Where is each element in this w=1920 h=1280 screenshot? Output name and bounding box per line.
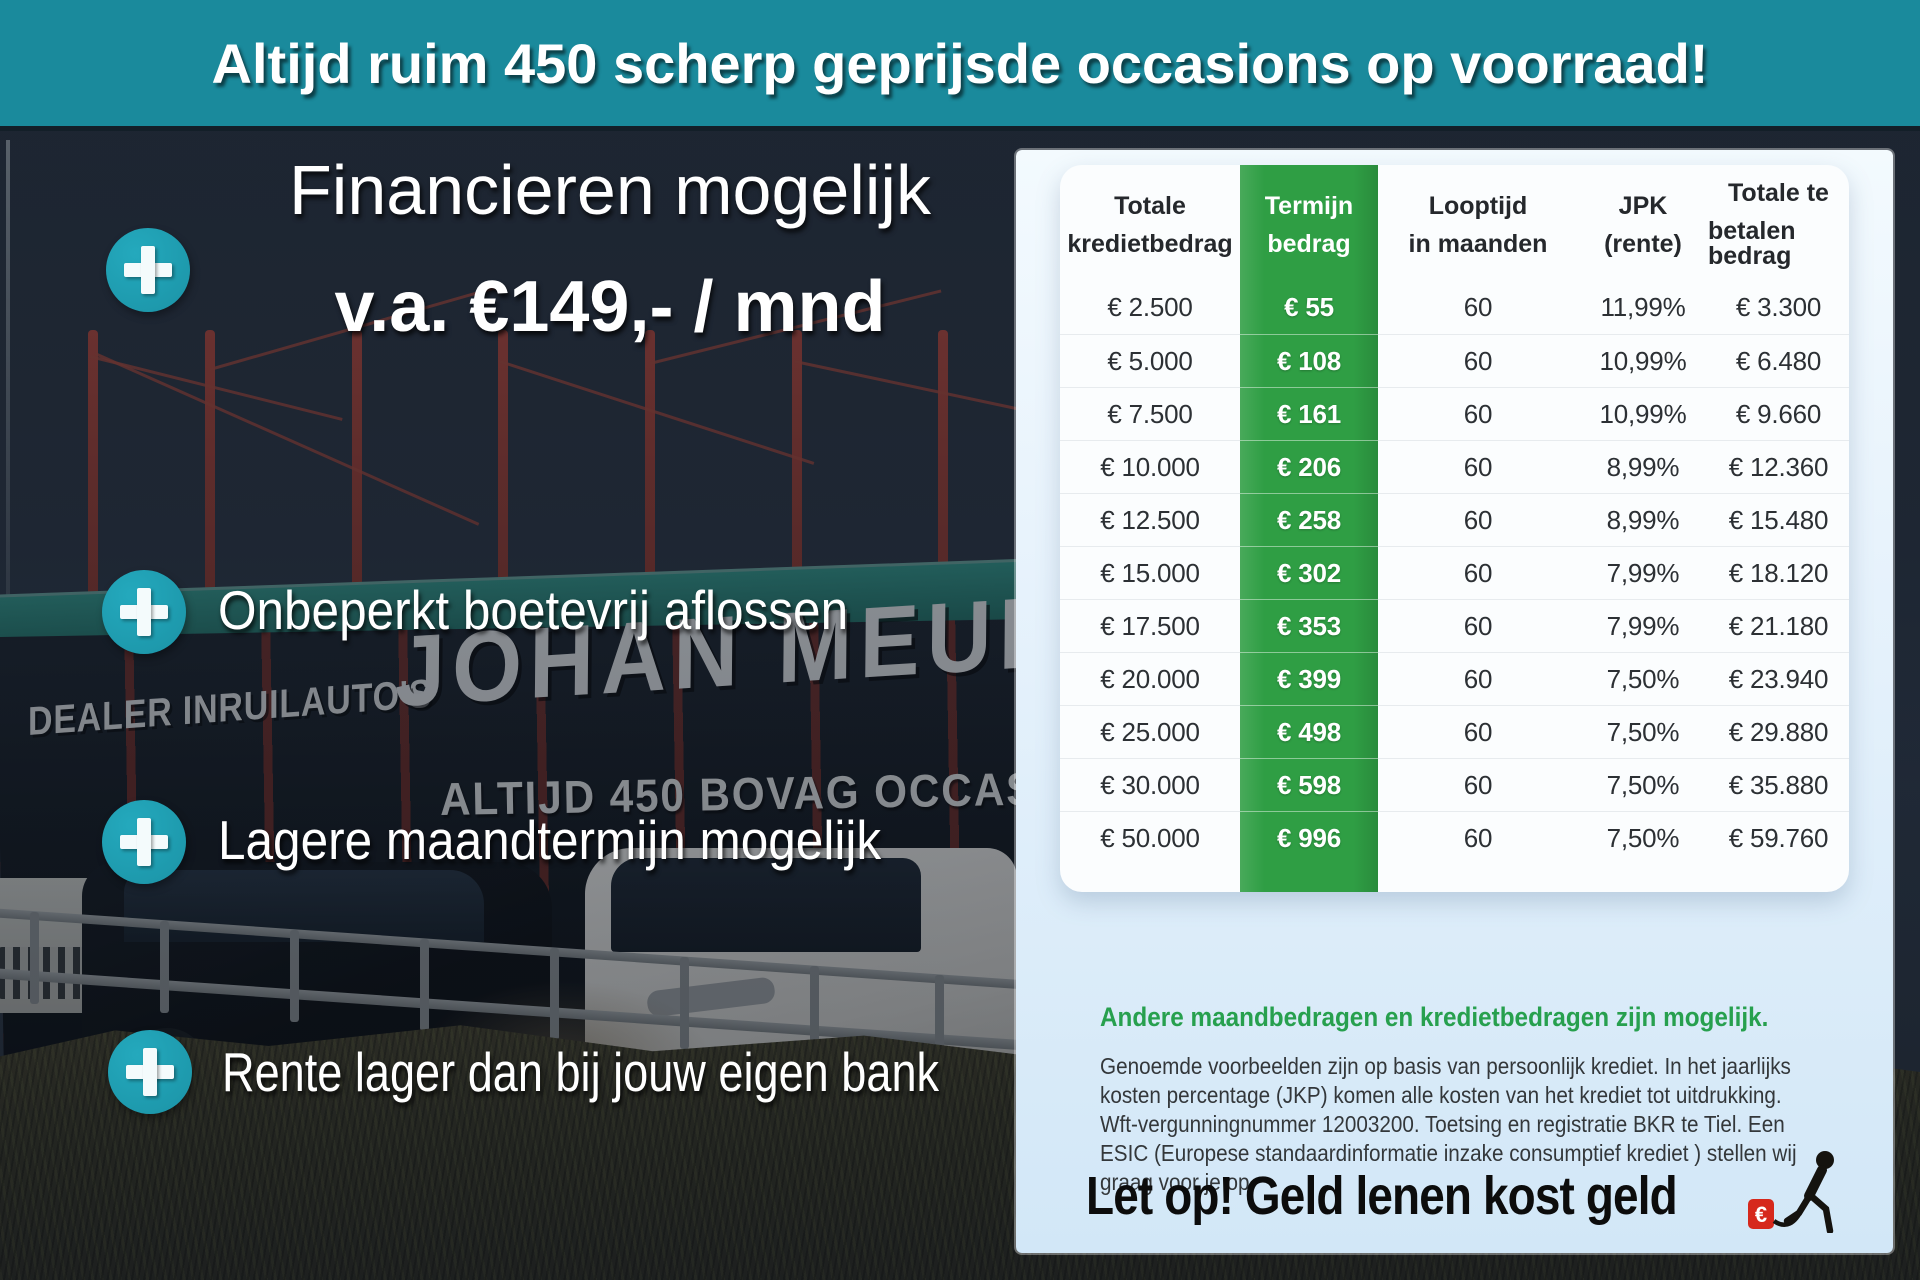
table-cell: € 25.000	[1060, 705, 1240, 758]
table-cell: 60	[1378, 652, 1578, 705]
warning-text: Let op! Geld lenen kost geld	[1086, 1166, 1678, 1226]
table-cell: € 15.480	[1708, 493, 1849, 546]
table-cell: € 302	[1240, 546, 1378, 599]
table-cell: 8,99%	[1578, 440, 1708, 493]
top-banner: Altijd ruim 450 scherp geprijsde occasio…	[0, 0, 1920, 126]
table-cell: 10,99%	[1578, 334, 1708, 387]
column-header: Totale kredietbedrag	[1067, 191, 1233, 258]
table-cell: € 15.000	[1060, 546, 1240, 599]
plus-icon	[102, 570, 186, 654]
table-cell: € 9.660	[1708, 387, 1849, 440]
table-cell: € 50.000	[1060, 811, 1240, 864]
table-row: € 20.000 € 399 60 7,50% € 23.940	[1060, 652, 1849, 705]
table-cell: 7,99%	[1578, 546, 1708, 599]
table-cell: 60	[1378, 758, 1578, 811]
table-row: € 5.000 € 108 60 10,99% € 6.480	[1060, 334, 1849, 387]
table-cell: 7,50%	[1578, 758, 1708, 811]
banner-text: Altijd ruim 450 scherp geprijsde occasio…	[211, 31, 1709, 95]
table-cell: 10,99%	[1578, 387, 1708, 440]
table-cell: 60	[1378, 440, 1578, 493]
table-cell: € 206	[1240, 440, 1378, 493]
column-header: JPK (rente)	[1604, 191, 1682, 258]
table-row: € 10.000 € 206 60 8,99% € 12.360	[1060, 440, 1849, 493]
disclaimer-text: Genoemde voorbeelden zijn op basis van p…	[1100, 1053, 1797, 1195]
table-cell: € 21.180	[1708, 599, 1849, 652]
plus-icon	[108, 1030, 192, 1114]
table-row: € 2.500 € 55 60 11,99% € 3.300	[1060, 281, 1849, 334]
table-cell: € 3.300	[1735, 292, 1822, 322]
table-cell: € 10.000	[1060, 440, 1240, 493]
table-cell: € 6.480	[1708, 334, 1849, 387]
table-cell: € 35.880	[1708, 758, 1849, 811]
table-row: € 17.500 € 353 60 7,99% € 21.180	[1060, 599, 1849, 652]
table-row: € 12.500 € 258 60 8,99% € 15.480	[1060, 493, 1849, 546]
svg-text:€: €	[1755, 1202, 1767, 1227]
plus-icon	[106, 228, 190, 312]
table-cell: € 161	[1240, 387, 1378, 440]
table-cell: 7,50%	[1578, 652, 1708, 705]
table-cell: 60	[1463, 292, 1493, 322]
table-cell: € 20.000	[1060, 652, 1240, 705]
termijn-column-highlight	[1240, 165, 1378, 892]
table-row: € 15.000 € 302 60 7,99% € 18.120	[1060, 546, 1849, 599]
table-cell: € 7.500	[1060, 387, 1240, 440]
table-cell: € 5.000	[1060, 334, 1240, 387]
table-cell: € 498	[1240, 705, 1378, 758]
table-row: € 50.000 € 996 60 7,50% € 59.760	[1060, 811, 1849, 864]
table-row: € 30.000 € 598 60 7,50% € 35.880	[1060, 758, 1849, 811]
table-cell: 7,50%	[1578, 811, 1708, 864]
table-cell: € 12.500	[1060, 493, 1240, 546]
table-cell: 60	[1378, 334, 1578, 387]
table-cell: € 996	[1240, 811, 1378, 864]
table-cell: € 59.760	[1708, 811, 1849, 864]
table-cell: € 258	[1240, 493, 1378, 546]
table-cell: 7,50%	[1578, 705, 1708, 758]
table-cell: € 55	[1284, 292, 1334, 322]
table-cell: € 18.120	[1708, 546, 1849, 599]
column-header: Looptijd in maanden	[1408, 191, 1548, 258]
table-row: € 7.500 € 161 60 10,99% € 9.660	[1060, 387, 1849, 440]
table-cell: € 108	[1240, 334, 1378, 387]
note-green: Andere maandbedragen en kredietbedragen …	[1100, 1002, 1769, 1032]
table-cell: € 399	[1240, 652, 1378, 705]
table-cell: 60	[1378, 546, 1578, 599]
table-cell: € 598	[1240, 758, 1378, 811]
table-body: € 2.500 € 55 60 11,99% € 3.300 € 5.000 €…	[1060, 281, 1849, 864]
geld-lenen-kost-geld-icon: €	[1748, 1151, 1834, 1233]
column-header: Totale te betalen bedrag	[1708, 179, 1829, 270]
table-cell: 60	[1378, 811, 1578, 864]
usp-item: Onbeperkt boetevrij aflossen	[218, 579, 849, 641]
usp-item: Rente lager dan bij jouw eigen bank	[222, 1041, 940, 1103]
usp-item: Lagere maandtermijn mogelijk	[218, 809, 882, 871]
usp-finance-price: v.a. €149,- / mnd	[334, 267, 886, 347]
table-cell: 7,99%	[1578, 599, 1708, 652]
table-cell: 60	[1378, 705, 1578, 758]
usp-finance-title: Financieren mogelijk	[289, 151, 931, 229]
table-header-row: Totale kredietbedrag Termijn bedrag Loop…	[1060, 165, 1849, 281]
table-cell: € 17.500	[1060, 599, 1240, 652]
table-cell: € 2.500	[1107, 292, 1193, 322]
table-cell: 60	[1378, 493, 1578, 546]
table-cell: € 29.880	[1708, 705, 1849, 758]
table-cell: € 23.940	[1708, 652, 1849, 705]
table-cell: 11,99%	[1600, 292, 1686, 322]
table-cell: € 353	[1240, 599, 1378, 652]
table-cell: 8,99%	[1578, 493, 1708, 546]
plus-icon	[102, 800, 186, 884]
table-row: € 25.000 € 498 60 7,50% € 29.880	[1060, 705, 1849, 758]
table-cell: € 30.000	[1060, 758, 1240, 811]
finance-panel: Totale kredietbedrag Termijn bedrag Loop…	[1016, 150, 1893, 1253]
table-cell: € 12.360	[1708, 440, 1849, 493]
table-cell: 60	[1378, 599, 1578, 652]
finance-table: Totale kredietbedrag Termijn bedrag Loop…	[1060, 165, 1849, 892]
table-cell: 60	[1378, 387, 1578, 440]
column-header: Termijn bedrag	[1264, 191, 1354, 258]
